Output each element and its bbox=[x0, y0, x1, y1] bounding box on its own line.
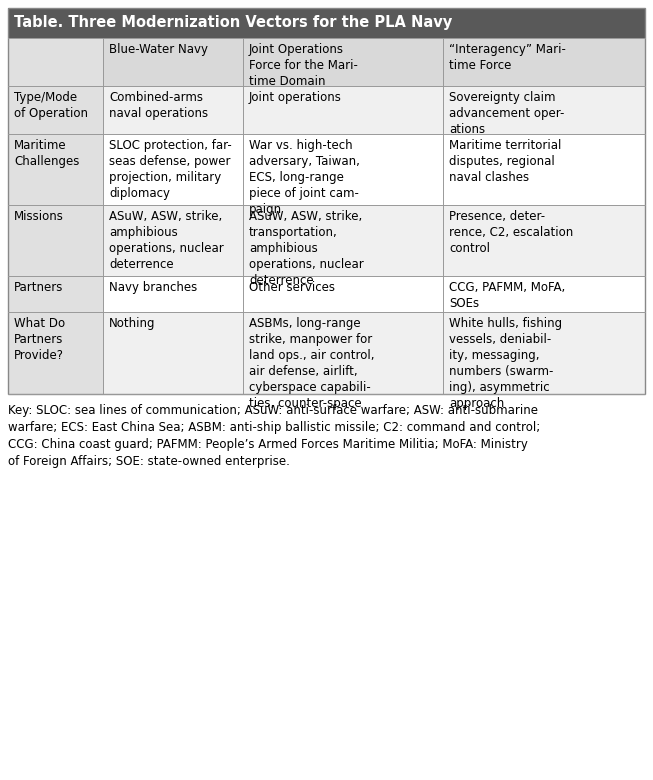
Text: Combined-arms
naval operations: Combined-arms naval operations bbox=[109, 91, 208, 120]
Text: Blue-Water Navy: Blue-Water Navy bbox=[109, 43, 208, 56]
Text: Key: SLOC: sea lines of communication; ASuW: anti-surface warfare; ASW: anti-sub: Key: SLOC: sea lines of communication; A… bbox=[8, 404, 540, 468]
Text: Presence, deter-
rence, C2, escalation
control: Presence, deter- rence, C2, escalation c… bbox=[449, 210, 573, 255]
Bar bbox=[443, 86, 645, 134]
Bar bbox=[443, 205, 645, 276]
Bar bbox=[103, 276, 243, 312]
Text: Table. Three Modernization Vectors for the PLA Navy: Table. Three Modernization Vectors for t… bbox=[14, 16, 453, 30]
Text: ASBMs, long-range
strike, manpower for
land ops., air control,
air defense, airl: ASBMs, long-range strike, manpower for l… bbox=[249, 317, 375, 410]
Text: Nothing: Nothing bbox=[109, 317, 155, 330]
Bar bbox=[103, 205, 243, 276]
Bar bbox=[243, 205, 443, 276]
Text: Missions: Missions bbox=[14, 210, 64, 223]
Bar bbox=[243, 86, 443, 134]
Bar bbox=[103, 38, 243, 86]
Text: War vs. high-tech
adversary, Taiwan,
ECS, long-range
piece of joint cam-
paign: War vs. high-tech adversary, Taiwan, ECS… bbox=[249, 139, 360, 216]
Text: Joint Operations
Force for the Mari-
time Domain: Joint Operations Force for the Mari- tim… bbox=[249, 43, 358, 88]
Bar bbox=[243, 134, 443, 205]
Bar bbox=[443, 134, 645, 205]
Bar bbox=[103, 134, 243, 205]
Bar bbox=[8, 86, 103, 134]
Text: “Interagency” Mari-
time Force: “Interagency” Mari- time Force bbox=[449, 43, 566, 72]
Bar bbox=[8, 8, 645, 394]
Text: Joint operations: Joint operations bbox=[249, 91, 342, 104]
Text: What Do
Partners
Provide?: What Do Partners Provide? bbox=[14, 317, 65, 362]
Text: Partners: Partners bbox=[14, 281, 63, 294]
Bar bbox=[243, 312, 443, 394]
Text: Other services: Other services bbox=[249, 281, 335, 294]
Bar bbox=[8, 276, 103, 312]
Bar bbox=[8, 205, 103, 276]
Text: Type/Mode
of Operation: Type/Mode of Operation bbox=[14, 91, 88, 120]
Bar bbox=[443, 276, 645, 312]
Text: White hulls, fishing
vessels, deniabil-
ity, messaging,
numbers (swarm-
ing), as: White hulls, fishing vessels, deniabil- … bbox=[449, 317, 562, 410]
Text: ASuW, ASW, strike,
amphibious
operations, nuclear
deterrence: ASuW, ASW, strike, amphibious operations… bbox=[109, 210, 224, 271]
Text: Sovereignty claim
advancement oper-
ations: Sovereignty claim advancement oper- atio… bbox=[449, 91, 564, 136]
Bar bbox=[103, 86, 243, 134]
Bar bbox=[8, 134, 103, 205]
Text: CCG, PAFMM, MoFA,
SOEs: CCG, PAFMM, MoFA, SOEs bbox=[449, 281, 565, 310]
Bar bbox=[8, 312, 103, 394]
Bar bbox=[103, 312, 243, 394]
Text: ASuW, ASW, strike,
transportation,
amphibious
operations, nuclear
deterrence: ASuW, ASW, strike, transportation, amphi… bbox=[249, 210, 364, 287]
Text: Maritime territorial
disputes, regional
naval clashes: Maritime territorial disputes, regional … bbox=[449, 139, 562, 184]
Bar bbox=[443, 38, 645, 86]
Bar bbox=[8, 8, 645, 38]
Bar bbox=[243, 38, 443, 86]
Text: Navy branches: Navy branches bbox=[109, 281, 197, 294]
Bar bbox=[8, 38, 103, 86]
Bar bbox=[243, 276, 443, 312]
Bar bbox=[443, 312, 645, 394]
Text: Maritime
Challenges: Maritime Challenges bbox=[14, 139, 80, 168]
Text: SLOC protection, far-
seas defense, power
projection, military
diplomacy: SLOC protection, far- seas defense, powe… bbox=[109, 139, 232, 200]
